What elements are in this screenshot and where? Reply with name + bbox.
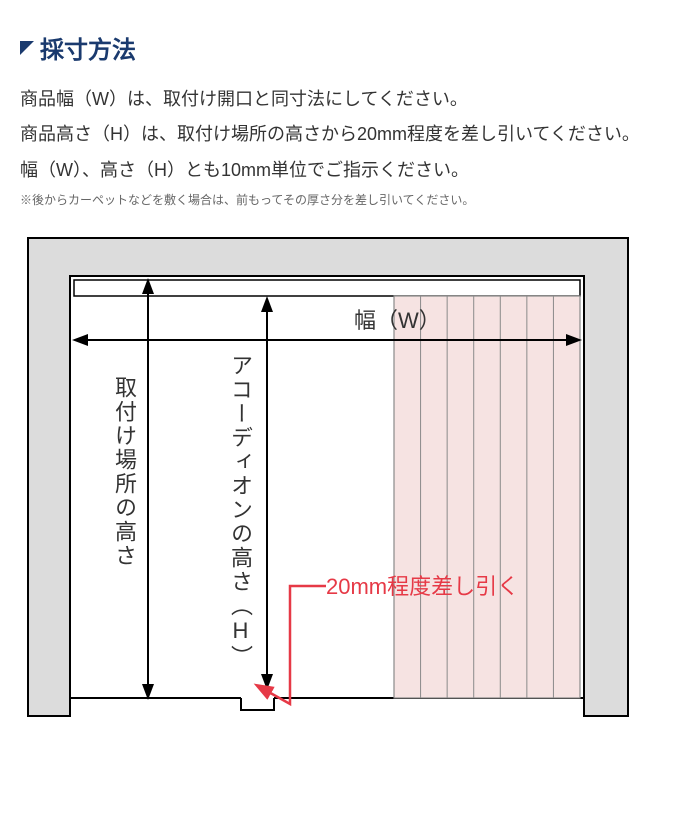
- description-line: 商品幅（W）は、取付け開口と同寸法にしてください。: [20, 83, 680, 116]
- measurement-diagram: 幅（W） 取付け場所の高さ アコーディオンの高さ（H） 20mm程度差し引く: [26, 236, 646, 746]
- description-line: 商品高さ（H）は、取付け場所の高さから20mm程度を差し引いてください。: [20, 118, 680, 151]
- section-title: 採寸方法: [40, 30, 136, 65]
- footnote: ※後からカーペットなどを敷く場合は、前もってその厚さ分を差し引いてください。: [20, 191, 680, 208]
- top-rail: [74, 280, 580, 296]
- install-height-label: 取付け場所の高さ: [108, 376, 138, 736]
- callout-arrow: [258, 586, 326, 704]
- description-line: 幅（W）、高さ（H）とも10mm単位でご指示ください。: [20, 154, 680, 187]
- description-block: 商品幅（W）は、取付け開口と同寸法にしてください。商品高さ（H）は、取付け場所の…: [20, 83, 680, 187]
- accordion-panel: [394, 296, 580, 698]
- callout-text: 20mm程度差し引く: [326, 574, 519, 599]
- width-label: 幅（W）: [354, 308, 441, 333]
- accordion-height-label: アコーディオンの高さ（H）: [224, 354, 254, 714]
- section-title-row: 採寸方法: [20, 30, 680, 65]
- title-marker-icon: [20, 41, 34, 55]
